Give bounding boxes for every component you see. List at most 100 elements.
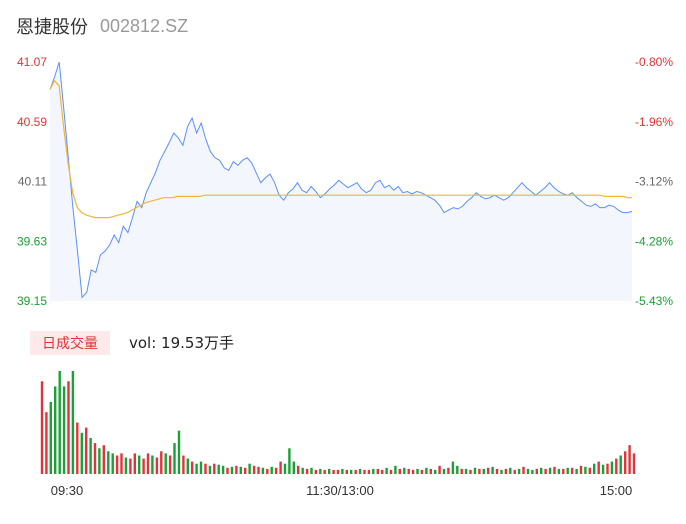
x-axis-ticks: 09:30 11:30/13:00 15:00	[51, 483, 633, 498]
volume-bar	[385, 467, 388, 474]
volume-bar	[464, 468, 468, 475]
stock-header: 恩捷股份 002812.SZ	[16, 12, 188, 40]
volume-bar	[305, 468, 309, 475]
volume-bar	[517, 468, 521, 475]
volume-bar	[350, 469, 353, 474]
volume-bar	[394, 465, 397, 474]
volume-label: vol: 19.53万手	[129, 334, 234, 352]
volume-bar	[115, 455, 119, 474]
volume-bar	[230, 466, 234, 474]
volume-bar	[102, 445, 105, 474]
volume-bar	[89, 437, 92, 474]
volume-bar	[257, 466, 260, 474]
y-tick-label: 39.63	[17, 234, 47, 248]
volume-bar	[160, 451, 163, 474]
x-tick-label: 09:30	[51, 483, 84, 498]
volume-bar	[270, 466, 273, 474]
y-tick-label: 40.11	[18, 175, 47, 189]
average-line	[49, 79, 632, 219]
price-line	[49, 61, 633, 299]
volume-bar	[244, 467, 247, 474]
volume-bar	[195, 463, 198, 474]
volume-bar	[58, 371, 61, 474]
volume-bar	[217, 464, 220, 474]
volume-bar	[367, 469, 371, 474]
volume-bar	[120, 453, 123, 474]
volume-bar	[204, 463, 207, 474]
volume-bar	[310, 467, 313, 474]
volume-bar	[478, 468, 481, 475]
volume-bar	[67, 381, 70, 474]
volume-bar	[328, 468, 331, 475]
stock-code: 002812.SZ	[100, 15, 189, 36]
volume-bar	[540, 467, 543, 474]
volume-bar	[438, 465, 441, 474]
volume-bar	[553, 466, 556, 474]
volume-bar	[588, 467, 591, 474]
volume-bar	[107, 451, 110, 474]
volume-bar	[469, 469, 472, 474]
volume-bar	[531, 469, 534, 474]
pct-axis-ticks: -0.80% -1.96% -3.12% -4.28% -5.43%	[635, 55, 673, 308]
volume-bar	[93, 443, 97, 474]
volume-bar	[504, 468, 508, 475]
volume-bar	[389, 469, 393, 474]
price-area-fill	[50, 62, 632, 301]
volume-bar	[177, 430, 181, 474]
volume-bar	[332, 469, 335, 474]
volume-bar	[593, 463, 596, 474]
x-tick-label: 11:30/13:00	[306, 483, 374, 498]
volume-bar	[208, 465, 212, 474]
volume-bar	[319, 468, 322, 475]
volume-bar	[372, 468, 375, 475]
volume-bar	[76, 422, 79, 474]
volume-bar	[138, 455, 141, 474]
volume-bar	[570, 467, 574, 474]
volume-bar	[182, 455, 185, 474]
pct-tick-label: -3.12%	[635, 175, 673, 189]
volume-bar	[376, 468, 379, 475]
volume-bar	[584, 466, 587, 474]
volume-bar	[54, 386, 57, 474]
volume-bar	[226, 467, 229, 474]
volume-bar	[420, 469, 424, 474]
volume-bar	[85, 427, 88, 474]
volume-bar	[173, 443, 176, 474]
volume-bar	[142, 458, 145, 474]
price-area	[50, 62, 632, 301]
volume-bar	[354, 469, 357, 474]
volume-bar	[274, 467, 278, 474]
volume-bar	[456, 465, 459, 474]
volume-bar	[164, 453, 167, 474]
volume-bar	[221, 465, 225, 474]
volume-bar	[544, 468, 547, 475]
volume-bar	[261, 467, 265, 474]
x-tick-label: 15:00	[600, 483, 633, 498]
volume-bar	[575, 468, 578, 475]
volume-bar	[358, 468, 362, 475]
volume-bar	[628, 445, 631, 474]
volume-bar	[526, 468, 530, 475]
volume-bar	[425, 467, 428, 474]
volume-bar	[199, 461, 203, 474]
volume-bar	[133, 453, 136, 474]
volume-bar	[566, 467, 569, 474]
volume-bars	[40, 371, 636, 475]
volume-bar	[301, 467, 304, 474]
volume-bar	[124, 457, 128, 474]
volume-bar	[381, 469, 384, 474]
volume-bar	[403, 467, 406, 474]
y-axis-ticks: 41.07 40.59 40.11 39.63 39.15	[17, 55, 47, 308]
volume-bar	[279, 461, 282, 474]
volume-bar	[80, 432, 83, 474]
volume-bar	[495, 468, 499, 475]
volume-bar	[266, 468, 269, 475]
volume-bar	[213, 463, 216, 474]
volume-bar	[619, 455, 622, 474]
volume-bar	[522, 466, 525, 474]
volume-bar	[548, 467, 552, 474]
volume-bar	[111, 453, 114, 474]
volume-bar	[513, 469, 516, 474]
volume-bar	[341, 468, 344, 475]
